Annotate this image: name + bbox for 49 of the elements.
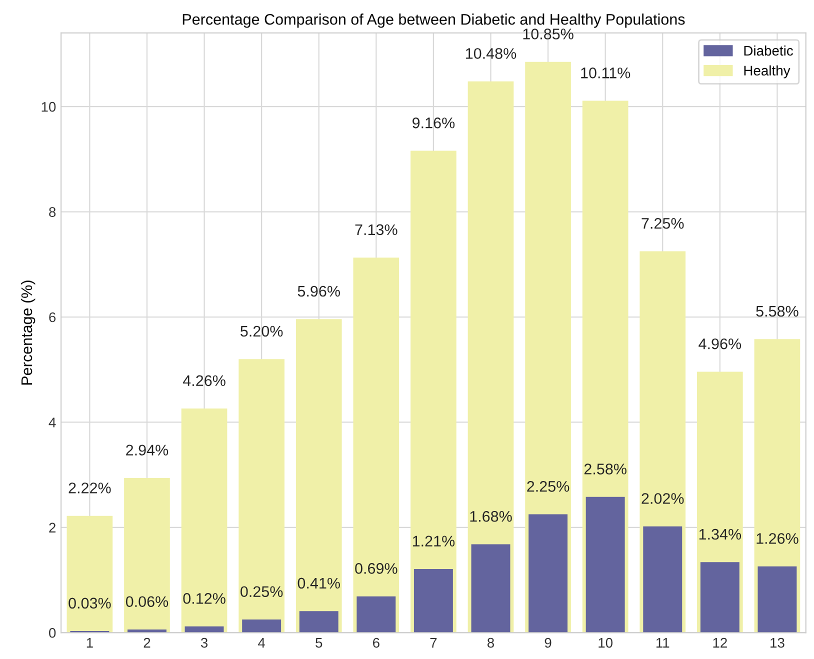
data-label: 10.85% [523,28,574,40]
data-label: 2.58% [584,464,626,474]
data-label: 1.68% [470,510,512,522]
y-tick-label: 4 [48,418,56,428]
data-label: 10.11% [581,68,630,78]
chart-title: Percentage Comparison of Age between Diabetic and Healthy Populations [182,14,685,28]
data-label: 0.06% [126,596,168,608]
data-label: 2.22% [68,482,111,494]
x-tick-label: 7 [430,638,437,648]
x-tick-label: 3 [200,638,208,648]
data-label: 0.25% [240,586,283,598]
x-tick-label: 9 [544,638,552,648]
x-tick-label: 10 [598,638,613,648]
data-label: 1.26% [756,533,798,544]
data-label: 5.20% [240,326,283,337]
data-label: 2.02% [642,493,684,504]
data-label: 10.48% [466,48,516,59]
data-label: 0.69% [355,563,398,574]
data-label: 2.25% [527,480,570,492]
y-axis-title: Percentage (%) [20,280,36,385]
data-label: 1.34% [699,528,742,540]
x-tick-label: 11 [656,638,670,648]
data-label: 5.58% [756,306,798,317]
data-label: 9.16% [412,118,455,128]
x-tick-label: 1 [86,638,93,648]
data-label: 0.41% [298,578,340,589]
data-label: 0.03% [68,598,111,609]
y-tick-label: 0 [49,628,56,638]
y-tick-label: 6 [49,312,56,322]
x-tick-label: 13 [770,638,784,648]
data-label: 1.21% [412,536,455,546]
legend-label: Healthy [744,65,790,78]
data-label: 2.94% [126,444,168,456]
x-tick-label: 4 [258,638,266,648]
data-label: 7.25% [642,218,684,229]
y-tick-label: 10 [42,102,56,112]
data-label: 5.96% [298,286,340,297]
x-tick-label: 6 [373,638,380,648]
data-label: 7.13% [355,224,398,236]
x-tick-label: 8 [487,638,494,648]
y-tick-label: 2 [49,522,56,532]
data-label: 0.12% [183,593,226,604]
x-tick-label: 5 [316,638,322,648]
legend-label: Diabetic [744,45,793,56]
data-label: 4.96% [698,338,742,350]
x-tick-label: 2 [144,638,150,648]
data-label: 4.26% [182,375,226,386]
y-tick-label: 8 [49,207,56,217]
x-tick-label: 12 [713,638,727,648]
